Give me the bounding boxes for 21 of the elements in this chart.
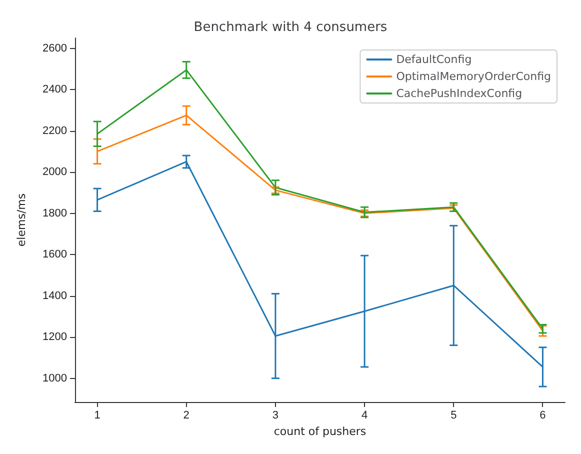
y-tick-label: 1000 (42, 372, 67, 384)
x-tick-label: 3 (272, 410, 279, 422)
legend-label: OptimalMemoryOrderConfig (396, 70, 551, 83)
y-tick-label: 2000 (42, 166, 67, 178)
x-tick-label: 4 (361, 410, 368, 422)
x-tick-label: 2 (183, 410, 190, 422)
x-tick-label: 5 (450, 410, 457, 422)
legend-label: CachePushIndexConfig (396, 87, 522, 100)
x-axis-title: count of pushers (274, 425, 366, 438)
y-tick-label: 2600 (42, 42, 67, 54)
y-tick-label: 1400 (42, 290, 67, 302)
y-tick-label: 1200 (42, 331, 67, 344)
legend-label: DefaultConfig (396, 53, 472, 66)
y-tick-label: 2400 (42, 84, 67, 96)
y-tick-label: 1600 (42, 248, 67, 261)
y-axis-title: elems/ms (15, 193, 28, 247)
chart-title: Benchmark with 4 consumers (194, 20, 388, 35)
x-tick-label: 1 (94, 410, 100, 422)
x-tick-label: 6 (540, 410, 546, 422)
y-tick-label: 2200 (42, 124, 67, 137)
y-tick-label: 1800 (42, 207, 67, 220)
